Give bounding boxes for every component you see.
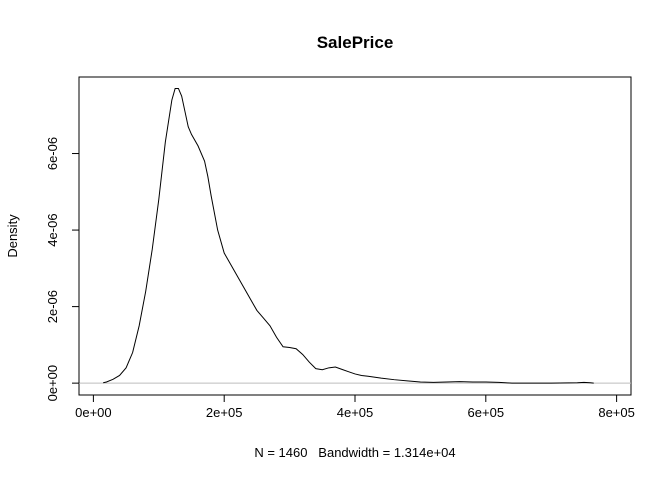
density-curve bbox=[103, 87, 594, 384]
chart-title: SalePrice bbox=[317, 33, 394, 52]
x-axis: 0e+00 2e+05 4e+05 6e+05 8e+05 bbox=[75, 394, 635, 420]
y-tick-label: 6e-06 bbox=[45, 137, 60, 170]
x-tick-label: 0e+00 bbox=[75, 405, 112, 420]
x-tick-label: 2e+05 bbox=[206, 405, 243, 420]
y-tick-label: 2e-06 bbox=[45, 290, 60, 323]
y-axis-label: Density bbox=[5, 214, 20, 258]
x-tick-label: 6e+05 bbox=[468, 405, 505, 420]
plot-frame bbox=[78, 76, 632, 396]
y-tick-label: 4e-06 bbox=[45, 213, 60, 246]
x-tick-label: 4e+05 bbox=[337, 405, 374, 420]
x-axis-label: N = 1460 Bandwidth = 1.314e+04 bbox=[254, 445, 455, 460]
y-axis: 0e+00 2e-06 4e-06 6e-06 bbox=[45, 137, 80, 402]
y-tick-label: 0e+00 bbox=[45, 365, 60, 402]
x-tick-label: 8e+05 bbox=[598, 405, 635, 420]
